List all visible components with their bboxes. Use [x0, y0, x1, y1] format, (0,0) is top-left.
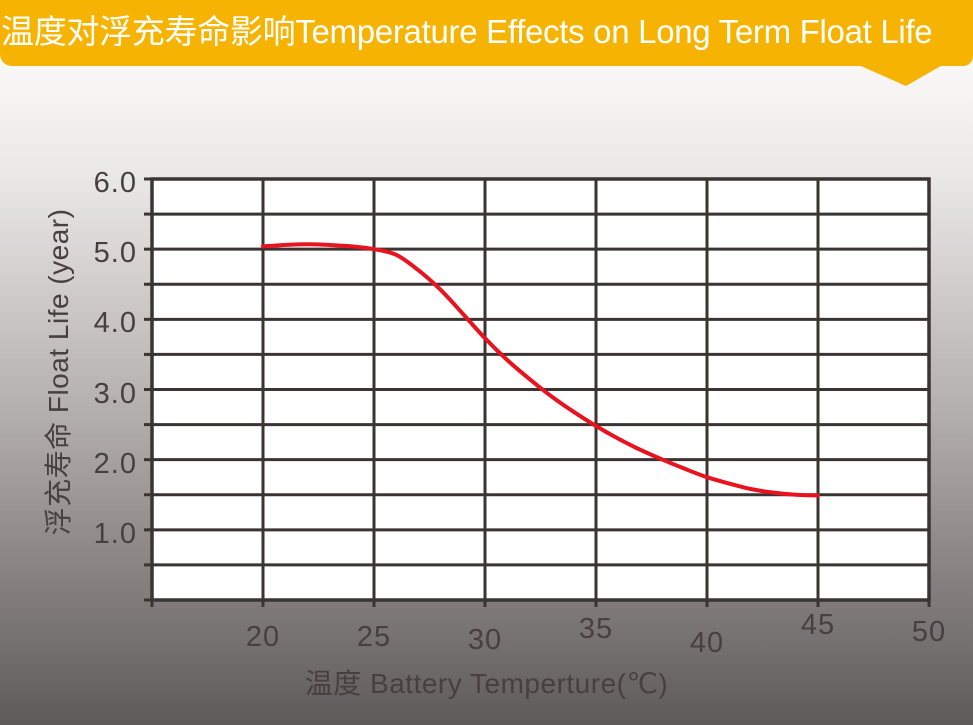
title-banner: 温度对浮充寿命影响Temperature Effects on Long Ter…: [0, 0, 973, 66]
x-tick-label: 40: [689, 627, 725, 659]
x-tick-label: 45: [800, 609, 836, 641]
chart-title: 温度对浮充寿命影响Temperature Effects on Long Ter…: [1, 13, 933, 50]
x-tick-label: 25: [356, 621, 392, 653]
y-tick-label: 4.0: [93, 307, 137, 340]
banner-tail-icon: [854, 63, 946, 86]
x-tick-label: 50: [911, 616, 947, 648]
y-tick-label: 1.0: [93, 517, 137, 550]
x-tick-label: 35: [578, 613, 614, 645]
y-tick-label: 2.0: [93, 447, 137, 480]
y-tick-label: 6.0: [93, 167, 137, 199]
y-tick-label: 5.0: [93, 237, 137, 270]
x-tick-label: 20: [245, 621, 281, 653]
y-axis-title: 浮充寿命 Float Life (year): [43, 208, 74, 536]
x-tick-label: 30: [467, 624, 503, 656]
plot-area: [144, 177, 931, 607]
float-life-curve: [261, 242, 820, 498]
x-axis-title: 温度 Battery Temperture(℃): [304, 668, 669, 699]
y-tick-label: 3.0: [93, 377, 137, 410]
